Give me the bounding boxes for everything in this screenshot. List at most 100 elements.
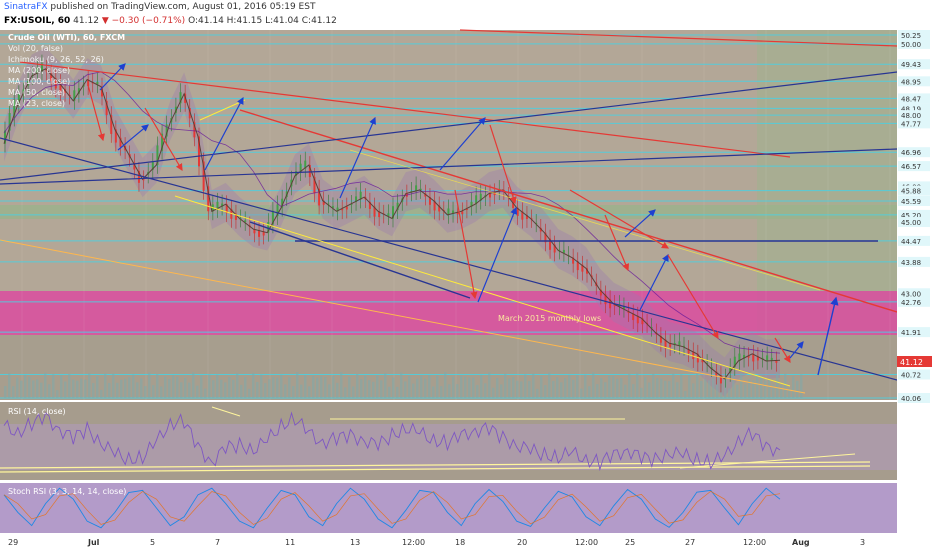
time-tick-label: 13: [350, 538, 360, 547]
volume-bar: [608, 375, 611, 398]
volume-bar: [8, 373, 11, 398]
red-arrow: [87, 84, 105, 142]
time-tick-label: 20: [517, 538, 527, 547]
rsi-yellow-5: [679, 453, 856, 469]
rsi-yellow-4: [211, 406, 241, 417]
candle-body: [659, 336, 662, 343]
volume-bar: [88, 373, 91, 398]
volume-bar: [716, 374, 719, 398]
candle-body: [308, 165, 311, 178]
candle-body: [678, 341, 681, 346]
candle-body: [738, 353, 741, 361]
yellow-trend-1: [0, 239, 806, 394]
volume-bar: [540, 376, 543, 398]
volume-bar: [272, 377, 275, 398]
blue-arrow: [624, 209, 656, 238]
candle-body: [40, 63, 43, 72]
volume-bar: [792, 376, 795, 398]
volume-bar: [196, 385, 199, 398]
annotation-march-lows: March 2015 monthly lows: [498, 314, 601, 323]
candle-body: [179, 92, 182, 104]
volume-bar: [640, 387, 643, 398]
volume-bar: [464, 376, 467, 398]
red-trend-top: [459, 29, 898, 47]
volume-bar: [664, 380, 667, 398]
red-arrow: [489, 124, 517, 205]
volume-bar: [744, 384, 747, 398]
volume-bar: [700, 380, 703, 398]
volume-bar: [736, 384, 739, 398]
volume-bar: [356, 374, 359, 398]
candle-body: [558, 249, 561, 251]
volume-bar: [144, 386, 147, 398]
volume-bar: [228, 377, 231, 398]
volume-bar: [336, 382, 339, 398]
red-arrow: [144, 107, 183, 172]
price-tick-label: 48.19: [901, 105, 921, 113]
volume-bar: [284, 384, 287, 398]
blue-arrow: [99, 63, 126, 91]
candle-body: [8, 113, 11, 131]
volume-bar: [588, 386, 591, 398]
price-tick-bg: [898, 30, 930, 40]
volume-bar: [492, 387, 495, 398]
volume-bar: [240, 384, 243, 398]
volume-bar: [684, 391, 687, 398]
candle-body: [225, 204, 228, 214]
price-tick-label: 48.95: [901, 78, 921, 86]
volume-bar: [32, 380, 35, 398]
candle-body: [4, 130, 6, 144]
volume-bar: [604, 382, 607, 398]
price-tick-bg: [898, 369, 930, 380]
volume-bar: [712, 378, 715, 398]
volume-bar: [108, 383, 111, 398]
candle-body: [581, 264, 584, 272]
candle-body: [378, 211, 381, 218]
candle-body: [576, 261, 579, 271]
author-link[interactable]: SinatraFX: [4, 2, 48, 12]
volume-bar: [172, 375, 175, 398]
price-tick-label: 49.43: [901, 61, 921, 69]
time-tick-label: 25: [625, 538, 635, 547]
volume-bar: [96, 376, 99, 398]
price-tick-bg: [898, 393, 930, 403]
volume-bar: [360, 379, 363, 398]
volume-bar: [252, 372, 255, 398]
stoch-rsi-line: [3, 487, 781, 529]
volume-bar: [600, 378, 603, 398]
price-tick-bg: [898, 288, 930, 299]
cloud-band: [4, 47, 780, 397]
price-tick-label: 42.76: [901, 299, 922, 307]
red-arrow: [667, 254, 719, 340]
volume-bar: [576, 375, 579, 398]
volume-bar: [60, 375, 63, 398]
candle-body: [271, 210, 274, 225]
candle-body: [114, 129, 117, 143]
candle-body: [636, 315, 639, 324]
volume-bar: [620, 378, 623, 398]
candle-body: [17, 94, 20, 105]
volume-bar: [24, 374, 27, 398]
volume-bar: [28, 376, 31, 398]
candle-body: [461, 211, 464, 215]
volume-bar: [568, 374, 571, 398]
candle-body: [281, 198, 284, 208]
price-tick-bg: [898, 209, 930, 220]
publish-info: published on TradingView.com, August 01,…: [50, 2, 316, 12]
blue-arrow: [339, 116, 376, 199]
candle-body: [13, 99, 16, 118]
blue-arrow: [204, 96, 244, 171]
volume-bar: [444, 372, 447, 398]
stoch-title: Stoch RSI (3, 3, 14, 14, close): [8, 487, 126, 496]
candle-body: [137, 170, 140, 183]
rsi-yellow-2: [0, 465, 871, 473]
candle-body: [470, 201, 473, 207]
candle-body: [428, 197, 431, 205]
volume-bar: [672, 373, 675, 398]
candle-body: [770, 357, 773, 361]
price-tick-bg: [898, 256, 930, 267]
candle-body: [641, 318, 644, 325]
legend-entry: Crude Oil (WTI), 60, FXCM: [8, 33, 125, 42]
candle-body: [419, 188, 422, 190]
candle-body: [424, 193, 427, 197]
